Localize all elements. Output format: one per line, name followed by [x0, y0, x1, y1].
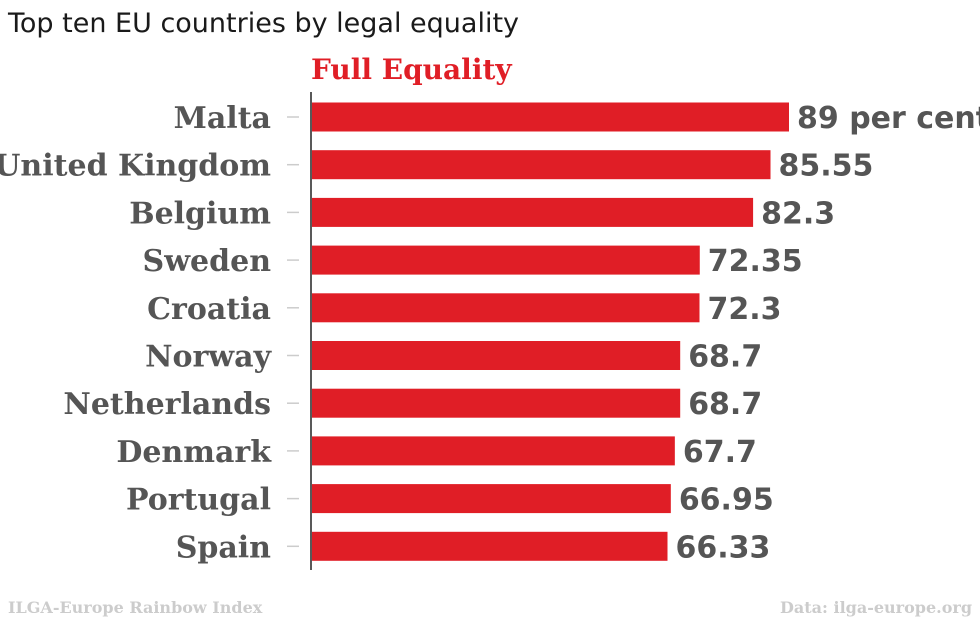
value-label: 72.35: [708, 244, 803, 279]
category-label: Belgium: [129, 196, 271, 231]
category-label: Denmark: [116, 435, 272, 470]
value-label: 66.95: [679, 483, 774, 518]
value-label: 68.7: [688, 387, 762, 422]
bar-norway: [312, 341, 681, 370]
bar-denmark: [312, 436, 675, 466]
category-label: Sweden: [143, 244, 272, 279]
value-label: 72.3: [707, 292, 781, 327]
bar-united-kingdom: [312, 150, 771, 180]
chart-title: Top ten EU countries by legal equality: [8, 8, 520, 39]
bar-malta: [312, 102, 789, 132]
category-label: Spain: [176, 530, 271, 565]
value-label: 89 per cent: [797, 101, 980, 136]
category-label: Portugal: [126, 483, 271, 518]
series-label: Full Equality: [311, 53, 512, 86]
bars-layer: [312, 102, 789, 561]
value-label: 68.7: [688, 340, 762, 375]
data-source-link[interactable]: Data: ilga-europe.org: [780, 598, 972, 617]
axis-layer: [287, 92, 312, 570]
bar-netherlands: [312, 388, 681, 418]
value-label: 66.33: [675, 530, 770, 565]
category-label: Croatia: [147, 292, 271, 327]
bar-spain: [312, 531, 668, 561]
category-label: United Kingdom: [0, 149, 271, 184]
labels-layer: Full Equality Malta 89 per cent United King…: [0, 53, 980, 565]
category-label: Netherlands: [63, 387, 271, 422]
value-label: 82.3: [761, 196, 835, 231]
bar-portugal: [312, 484, 671, 514]
bar-croatia: [312, 293, 700, 323]
category-label: Norway: [145, 340, 273, 375]
value-label: 85.55: [779, 149, 874, 184]
bar-belgium: [312, 197, 754, 227]
bar-sweden: [312, 245, 700, 275]
value-label: 67.7: [683, 435, 757, 470]
source-credit: ILGA-Europe Rainbow Index: [8, 598, 263, 617]
category-label: Malta: [174, 101, 271, 136]
